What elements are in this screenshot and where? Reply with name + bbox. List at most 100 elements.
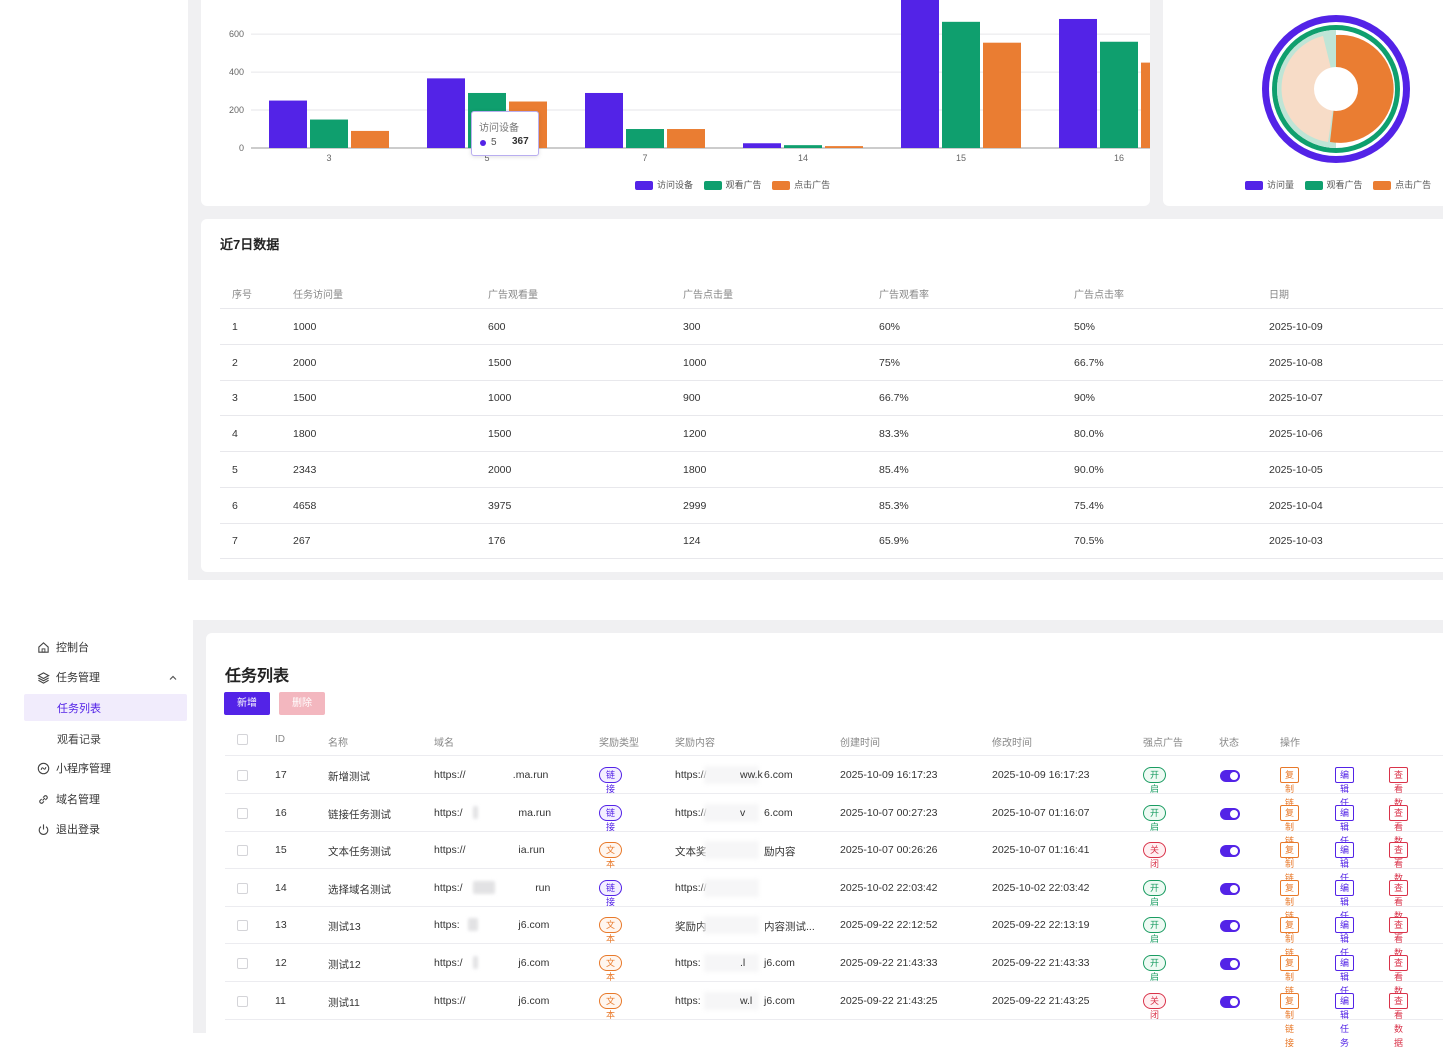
recent-7-days-card: 近7日数据 序号 任务访问量 广告观看量 广告点击量 广告观看率 广告点击率 日期 1 1000…: [201, 219, 1443, 572]
select-all-checkbox[interactable]: [237, 734, 248, 745]
copy-link-button[interactable]: 复制链接: [1280, 804, 1300, 860]
table-cell: 2000: [293, 356, 317, 369]
y-tick-label: 0: [239, 143, 244, 153]
ad-status-badge: 开启: [1143, 767, 1167, 794]
x-tick-label: 3: [326, 153, 331, 163]
copy-link-button[interactable]: 复制链接: [1280, 879, 1300, 935]
table-cell: 600: [488, 321, 506, 333]
legend-item-ad-views[interactable]: 观看广告: [1304, 180, 1363, 191]
masked-region: [704, 878, 759, 897]
view-data-button[interactable]: 查看数据: [1389, 767, 1409, 822]
reward-type-badge: 链接: [599, 767, 623, 794]
bar-14-series-2[interactable]: [784, 145, 822, 148]
bar-15-series-1[interactable]: [901, 0, 939, 148]
bar-3-series-1[interactable]: [269, 100, 307, 148]
bar-14-series-1[interactable]: [743, 143, 781, 148]
edit-task-button[interactable]: 编辑任务: [1335, 879, 1355, 935]
table-cell: 124: [683, 535, 701, 548]
column-header: 奖励类型: [599, 738, 639, 749]
edit-task-button[interactable]: 编辑任务: [1335, 917, 1355, 972]
power-icon: [36, 822, 50, 836]
row-checkbox[interactable]: [237, 882, 248, 894]
column-header: 修改时间: [992, 738, 1032, 749]
status-toggle[interactable]: [1220, 995, 1240, 1008]
donut-hole: [1314, 67, 1358, 111]
legend-item-ad-clicks[interactable]: 点击广告: [1373, 180, 1431, 191]
status-toggle[interactable]: [1220, 920, 1240, 933]
sidebar-item-task-management[interactable]: 任务管理: [36, 669, 100, 685]
edit-task-button[interactable]: 编辑任务: [1335, 842, 1355, 897]
edit-task-button[interactable]: 编辑任务: [1335, 804, 1355, 860]
bar-15-series-2[interactable]: [942, 21, 980, 149]
bar-15-series-3[interactable]: [983, 42, 1021, 148]
view-data-button[interactable]: 查看数据: [1389, 842, 1409, 897]
bar-7-series-2[interactable]: [626, 129, 664, 148]
legend-item-ad-views[interactable]: 观看广告: [703, 180, 762, 191]
row-checkbox[interactable]: [237, 958, 248, 969]
chevron-up-icon[interactable]: [168, 670, 178, 688]
layers-icon: [36, 670, 50, 684]
view-data-button[interactable]: 查看数据: [1389, 917, 1409, 972]
sidebar-item-logout[interactable]: 退出登录: [36, 821, 100, 837]
masked-region: [473, 805, 479, 819]
row-divider: [225, 830, 1443, 832]
bar-3-series-3[interactable]: [351, 130, 389, 148]
bar-3-series-2[interactable]: [310, 119, 348, 148]
sidebar-item-label: 域名管理: [56, 794, 100, 806]
bar-5-series-1[interactable]: [427, 78, 465, 148]
copy-link-button[interactable]: 复制链接: [1280, 767, 1300, 822]
status-toggle[interactable]: [1220, 845, 1240, 858]
created-time: 2025-09-22 22:12:52: [840, 919, 938, 932]
add-button[interactable]: 新增: [224, 692, 270, 715]
bar-16-series-3[interactable]: [1141, 62, 1150, 148]
row-checkbox[interactable]: [237, 920, 248, 932]
view-data-button[interactable]: 查看数据: [1389, 879, 1409, 935]
copy-link-button[interactable]: 复制链接: [1280, 842, 1300, 897]
column-header: 广告观看率: [879, 290, 929, 301]
sidebar-item-domains[interactable]: 域名管理: [36, 791, 100, 807]
created-time: 2025-10-07 00:27:23: [840, 806, 938, 819]
updated-time: 2025-10-02 22:03:42: [992, 881, 1090, 894]
updated-time: 2025-09-22 22:13:19: [992, 919, 1090, 932]
row-divider: [225, 793, 1443, 794]
view-data-button[interactable]: 查看数据: [1389, 992, 1409, 1048]
bar-16-series-2[interactable]: [1100, 41, 1138, 148]
row-divider: [220, 379, 1443, 381]
task-domain-suffix: ia.run: [518, 844, 545, 857]
task-name: 文本任务测试: [328, 846, 391, 859]
bar-14-series-3[interactable]: [825, 146, 863, 148]
edit-task-button[interactable]: 编辑任务: [1335, 767, 1355, 822]
row-checkbox[interactable]: [237, 807, 248, 819]
status-toggle[interactable]: [1220, 882, 1240, 895]
legend-item-visits[interactable]: 访问量: [1245, 180, 1294, 191]
status-toggle[interactable]: [1220, 958, 1240, 970]
row-checkbox[interactable]: [237, 845, 248, 857]
reward-type-badge: 文本: [599, 955, 623, 982]
donut-slice-peach: [1281, 36, 1336, 142]
bar-16-series-1[interactable]: [1059, 18, 1097, 148]
delete-button[interactable]: 删除: [279, 692, 325, 715]
sidebar-item-watch-records[interactable]: 观看记录: [57, 734, 101, 746]
sidebar-item-dashboard[interactable]: 控制台: [36, 639, 89, 655]
legend-item-visits[interactable]: 访问设备: [635, 180, 693, 191]
status-toggle[interactable]: [1220, 807, 1240, 820]
view-data-button[interactable]: 查看数据: [1389, 804, 1409, 860]
edit-task-button[interactable]: 编辑任务: [1335, 992, 1355, 1048]
copy-link-button[interactable]: 复制链接: [1280, 992, 1300, 1048]
x-tick-label: 15: [956, 153, 966, 163]
chart-tooltip: 访问设备 5 367: [471, 111, 539, 156]
view-data-button[interactable]: 查看数据: [1389, 955, 1409, 1010]
sidebar-item-miniprogram[interactable]: 小程序管理: [36, 760, 111, 776]
bar-7-series-3[interactable]: [667, 129, 705, 148]
row-checkbox[interactable]: [237, 770, 248, 781]
copy-link-button[interactable]: 复制链接: [1280, 955, 1300, 1010]
row-checkbox[interactable]: [237, 995, 248, 1007]
copy-link-button[interactable]: 复制链接: [1280, 917, 1300, 972]
table-cell: 900: [683, 392, 701, 405]
legend-item-ad-clicks[interactable]: 点击广告: [772, 180, 830, 191]
bar-7-series-1[interactable]: [585, 92, 623, 148]
sidebar-item-task-list[interactable]: 任务列表: [57, 703, 101, 715]
status-toggle[interactable]: [1220, 770, 1240, 782]
table-cell: 1500: [488, 428, 512, 441]
edit-task-button[interactable]: 编辑任务: [1335, 955, 1355, 1010]
